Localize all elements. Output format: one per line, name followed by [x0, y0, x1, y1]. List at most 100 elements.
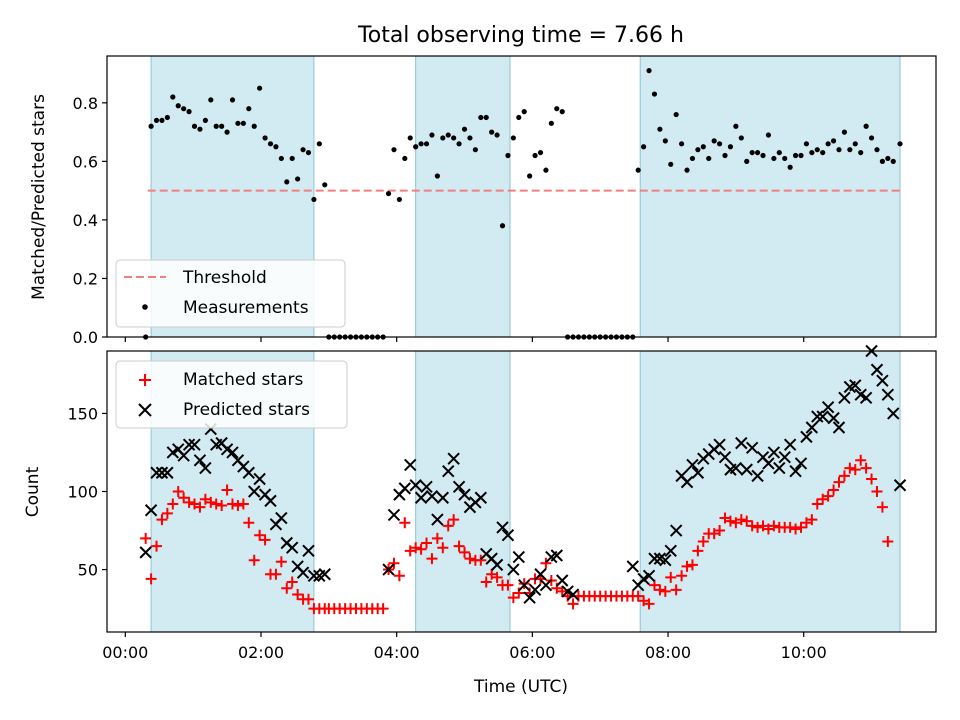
matched-star-point — [480, 576, 492, 588]
measurement-point — [273, 144, 279, 150]
measurement-point — [478, 114, 484, 121]
measurement-point — [782, 155, 788, 162]
matched-star-point — [194, 501, 206, 513]
measurement-point — [527, 173, 533, 179]
matched-star-point — [232, 500, 244, 512]
predicted-star-point — [420, 480, 433, 494]
matched-star-point — [540, 557, 552, 569]
matched-star-point — [752, 521, 764, 533]
predicted-star-point — [832, 421, 846, 434]
measurement-point — [246, 106, 252, 112]
predicted-star-point — [414, 491, 428, 504]
matched-star-point — [172, 486, 184, 497]
predicted-star-point — [789, 464, 802, 478]
measurement-point — [689, 155, 696, 162]
matched-star-point — [178, 492, 190, 504]
measurement-point — [716, 141, 723, 147]
predicted-star-point — [811, 410, 824, 423]
y-tick-label: 0.4 — [73, 211, 98, 230]
matched-star-point — [248, 554, 260, 566]
measurement-point — [289, 155, 295, 162]
measurement-point — [695, 147, 701, 153]
predicted-star-point — [800, 430, 813, 444]
predicted-star-point — [838, 391, 851, 405]
predicted-star-point — [686, 458, 699, 472]
predicted-star-point — [566, 588, 580, 601]
predicted-star-point — [436, 491, 450, 504]
measurement-point — [863, 123, 869, 129]
matched-star-point — [275, 556, 287, 568]
observing-window-band — [415, 55, 511, 338]
predicted-star-point — [783, 438, 797, 451]
measurement-point — [754, 149, 761, 156]
matched-star-point — [227, 498, 239, 510]
measurement-point — [175, 103, 181, 109]
matched-star-point — [746, 520, 758, 532]
predicted-star-point — [767, 446, 781, 459]
measurement-point — [262, 135, 268, 141]
measurement-point — [240, 120, 246, 126]
measurement-point — [284, 179, 290, 185]
predicted-star-point — [474, 491, 488, 504]
measurement-point — [159, 117, 165, 123]
measurement-point — [208, 97, 214, 103]
measurement-point — [836, 147, 842, 153]
matched-stars-points — [140, 455, 894, 615]
measurement-point — [186, 109, 192, 115]
predicted-star-point — [182, 438, 196, 451]
measurement-point — [213, 123, 219, 129]
predicted-star-point — [870, 363, 884, 376]
predicted-star-point — [718, 450, 732, 464]
x-tick-label: 04:00 — [374, 643, 420, 662]
matched-star-point — [849, 464, 861, 476]
measurement-point — [521, 109, 527, 115]
predicted-star-point — [409, 479, 422, 492]
matched-star-point — [643, 598, 655, 610]
matched-star-point — [281, 582, 293, 594]
legend-predicted-swatch — [138, 403, 152, 417]
matched-star-point — [140, 532, 152, 544]
matched-star-point — [507, 592, 519, 604]
measurement-point — [706, 155, 712, 162]
predicted-star-point — [523, 591, 536, 604]
matched-star-point — [833, 476, 845, 488]
matched-star-point — [502, 579, 514, 591]
x-axis-label: Time (UTC) — [473, 677, 568, 697]
top-panel: 0.00.20.40.60.8 Matched/Predicted stars … — [29, 55, 937, 347]
predicted-star-point — [680, 475, 694, 489]
predicted-star-point — [253, 472, 266, 486]
measurement-point — [749, 149, 755, 156]
predicted-star-point — [664, 544, 677, 558]
matched-star-point — [156, 514, 168, 526]
predicted-star-point — [188, 438, 201, 451]
predicted-star-point — [452, 480, 466, 494]
measurement-point — [858, 149, 864, 156]
measurement-point — [510, 135, 516, 141]
measurement-point — [711, 138, 717, 144]
predicted-star-point — [876, 374, 889, 387]
predicted-star-point — [528, 583, 542, 597]
measurement-point — [300, 147, 306, 153]
legend-matched-swatch — [139, 374, 151, 386]
measurement-point — [311, 196, 317, 203]
predicted-star-point — [642, 569, 656, 583]
measurement-point — [635, 167, 641, 173]
measurement-point — [267, 141, 274, 147]
measurement-point — [738, 135, 744, 141]
predicted-star-point — [762, 457, 775, 470]
measurement-point — [385, 190, 392, 197]
predicted-star-point — [150, 466, 163, 479]
measurement-point — [803, 141, 810, 147]
matched-star-point — [302, 593, 314, 605]
y-tick-label: 0.8 — [73, 94, 98, 113]
measurement-point — [890, 158, 896, 164]
predicted-stars-points — [139, 344, 907, 604]
measurement-point — [646, 68, 652, 74]
measurement-point — [651, 91, 658, 97]
x-tick-label: 10:00 — [781, 643, 827, 662]
matched-star-point — [431, 532, 443, 544]
predicted-star-point — [735, 436, 748, 450]
matched-star-point — [741, 515, 753, 527]
matched-star-point — [697, 535, 709, 547]
